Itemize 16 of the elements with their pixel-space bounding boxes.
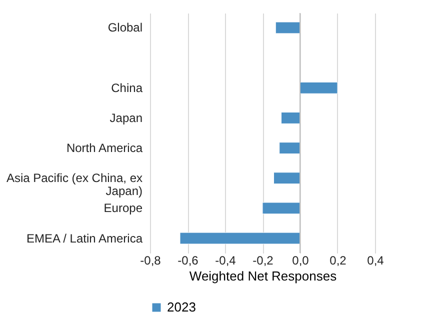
y-tick-label: Japan: [110, 110, 142, 125]
x-axis-title: Weighted Net Responses: [189, 268, 338, 284]
x-tick-label: -0,2: [252, 254, 274, 268]
y-tick-label: Asia Pacific (ex China, ex Japan): [6, 171, 142, 198]
y-tick-label: Global: [108, 20, 142, 35]
x-tick-label: 0,0: [292, 254, 310, 268]
y-tick-label: Europe: [104, 201, 143, 216]
legend-label: 2023: [167, 300, 196, 314]
x-tick-label: -0,4: [215, 254, 236, 268]
x-tick-label: 0,2: [330, 254, 347, 268]
y-tick-label: EMEA / Latin America: [26, 231, 143, 246]
x-tick-label: 0,4: [367, 254, 384, 268]
y-tick-label: North America: [66, 141, 143, 156]
x-tick-label: -0,6: [178, 254, 199, 268]
x-tick-label: -0,8: [140, 254, 162, 268]
y-tick-label: China: [111, 80, 143, 95]
